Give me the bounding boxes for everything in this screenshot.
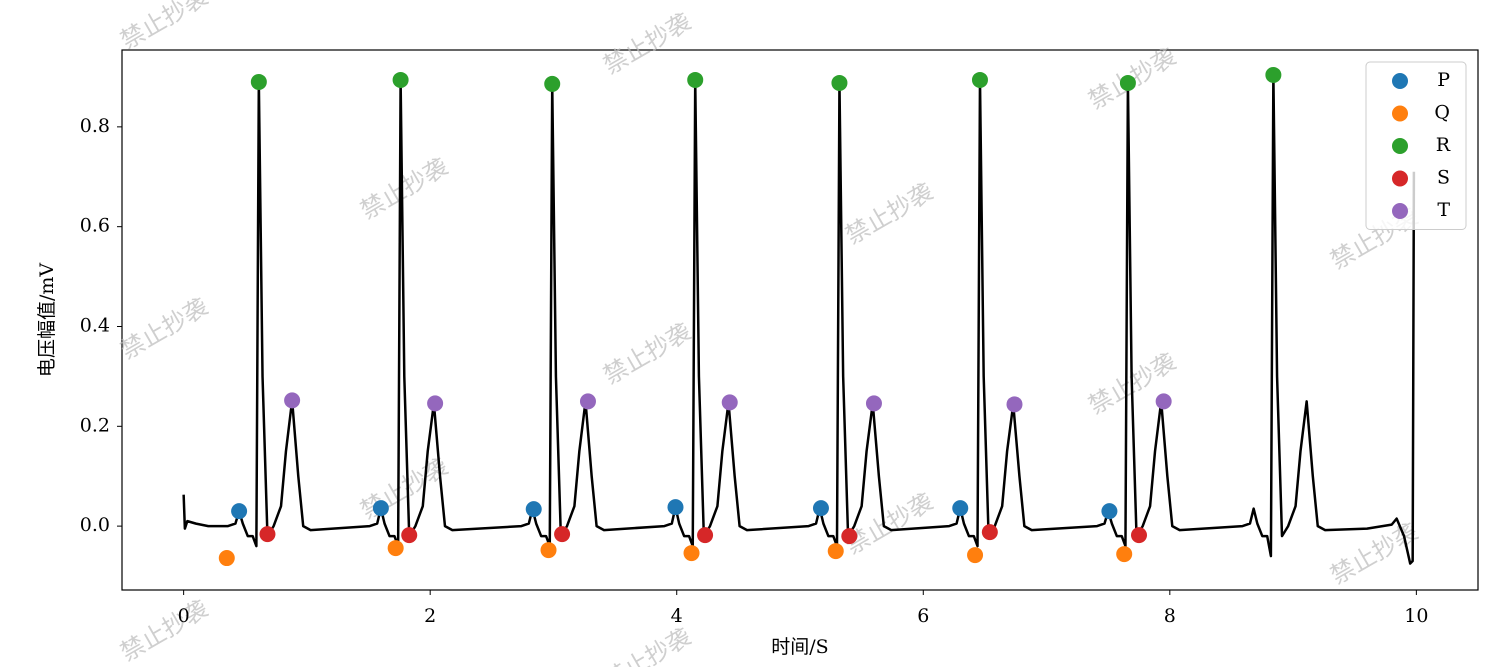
legend-label: P: [1437, 69, 1450, 91]
x-axis-label: 时间/S: [771, 636, 828, 658]
point: [683, 545, 700, 562]
watermark: 禁止抄袭: [116, 0, 213, 55]
point: [697, 527, 714, 544]
point: [967, 547, 984, 564]
point: [427, 395, 444, 412]
legend-label: T: [1437, 199, 1450, 221]
point: [250, 73, 267, 90]
watermark: 禁止抄袭: [116, 293, 213, 365]
watermark: 禁止抄袭: [356, 153, 453, 225]
point: [667, 499, 684, 516]
point: [1119, 74, 1136, 91]
point: [812, 500, 829, 517]
x-tick-label: 10: [1404, 605, 1428, 627]
legend-marker: [1392, 170, 1408, 187]
y-tick-label: 0.6: [80, 215, 110, 237]
point: [540, 542, 557, 559]
plot-frame: [121, 49, 1479, 591]
legend-label: Q: [1434, 102, 1450, 124]
legend-label: S: [1437, 167, 1450, 189]
legend-marker: [1392, 73, 1408, 89]
ecg-line: [182, 73, 1416, 565]
point: [231, 503, 248, 520]
point: [1116, 546, 1133, 563]
x-tick-label: 8: [1164, 605, 1176, 627]
point: [1131, 527, 1147, 544]
point: [1006, 396, 1023, 413]
point: [841, 528, 858, 545]
point: [971, 71, 988, 88]
point: [579, 393, 596, 410]
legend-label: R: [1436, 134, 1451, 156]
point: [981, 524, 998, 541]
legend-marker: [1392, 138, 1408, 154]
y-tick-label: 0.8: [80, 115, 110, 137]
legend-marker: [1392, 105, 1408, 122]
point: [554, 526, 571, 543]
y-axis-label: 电压幅值/mV: [36, 263, 58, 377]
point: [372, 500, 389, 517]
x-tick-label: 0: [178, 605, 190, 627]
watermark: 禁止抄袭: [841, 178, 938, 250]
point: [1265, 66, 1282, 83]
point: [218, 550, 235, 567]
x-tick-label: 4: [671, 605, 683, 627]
point: [721, 394, 738, 411]
point: [827, 543, 844, 560]
x-tick-label: 2: [424, 605, 436, 627]
point: [401, 527, 418, 544]
point: [1101, 503, 1118, 520]
watermark: 禁止抄袭: [599, 318, 696, 390]
point: [284, 392, 301, 409]
point: [865, 395, 882, 412]
x-tick-label: 6: [917, 605, 929, 627]
watermark: 禁止抄袭: [599, 623, 696, 667]
y-tick-label: 0.0: [80, 514, 110, 536]
point: [831, 74, 848, 91]
point: [392, 71, 409, 88]
legend-marker: [1392, 203, 1408, 219]
point: [687, 71, 704, 88]
point: [387, 540, 404, 557]
y-tick-label: 0.2: [80, 414, 110, 436]
point: [525, 501, 542, 518]
point: [544, 75, 561, 92]
point: [259, 526, 276, 543]
y-tick-label: 0.4: [80, 314, 110, 336]
watermark: 禁止抄袭: [599, 8, 696, 80]
point: [1155, 393, 1172, 410]
watermark: 禁止抄袭: [116, 595, 213, 667]
legend-box: [1365, 61, 1467, 230]
point: [952, 500, 969, 517]
